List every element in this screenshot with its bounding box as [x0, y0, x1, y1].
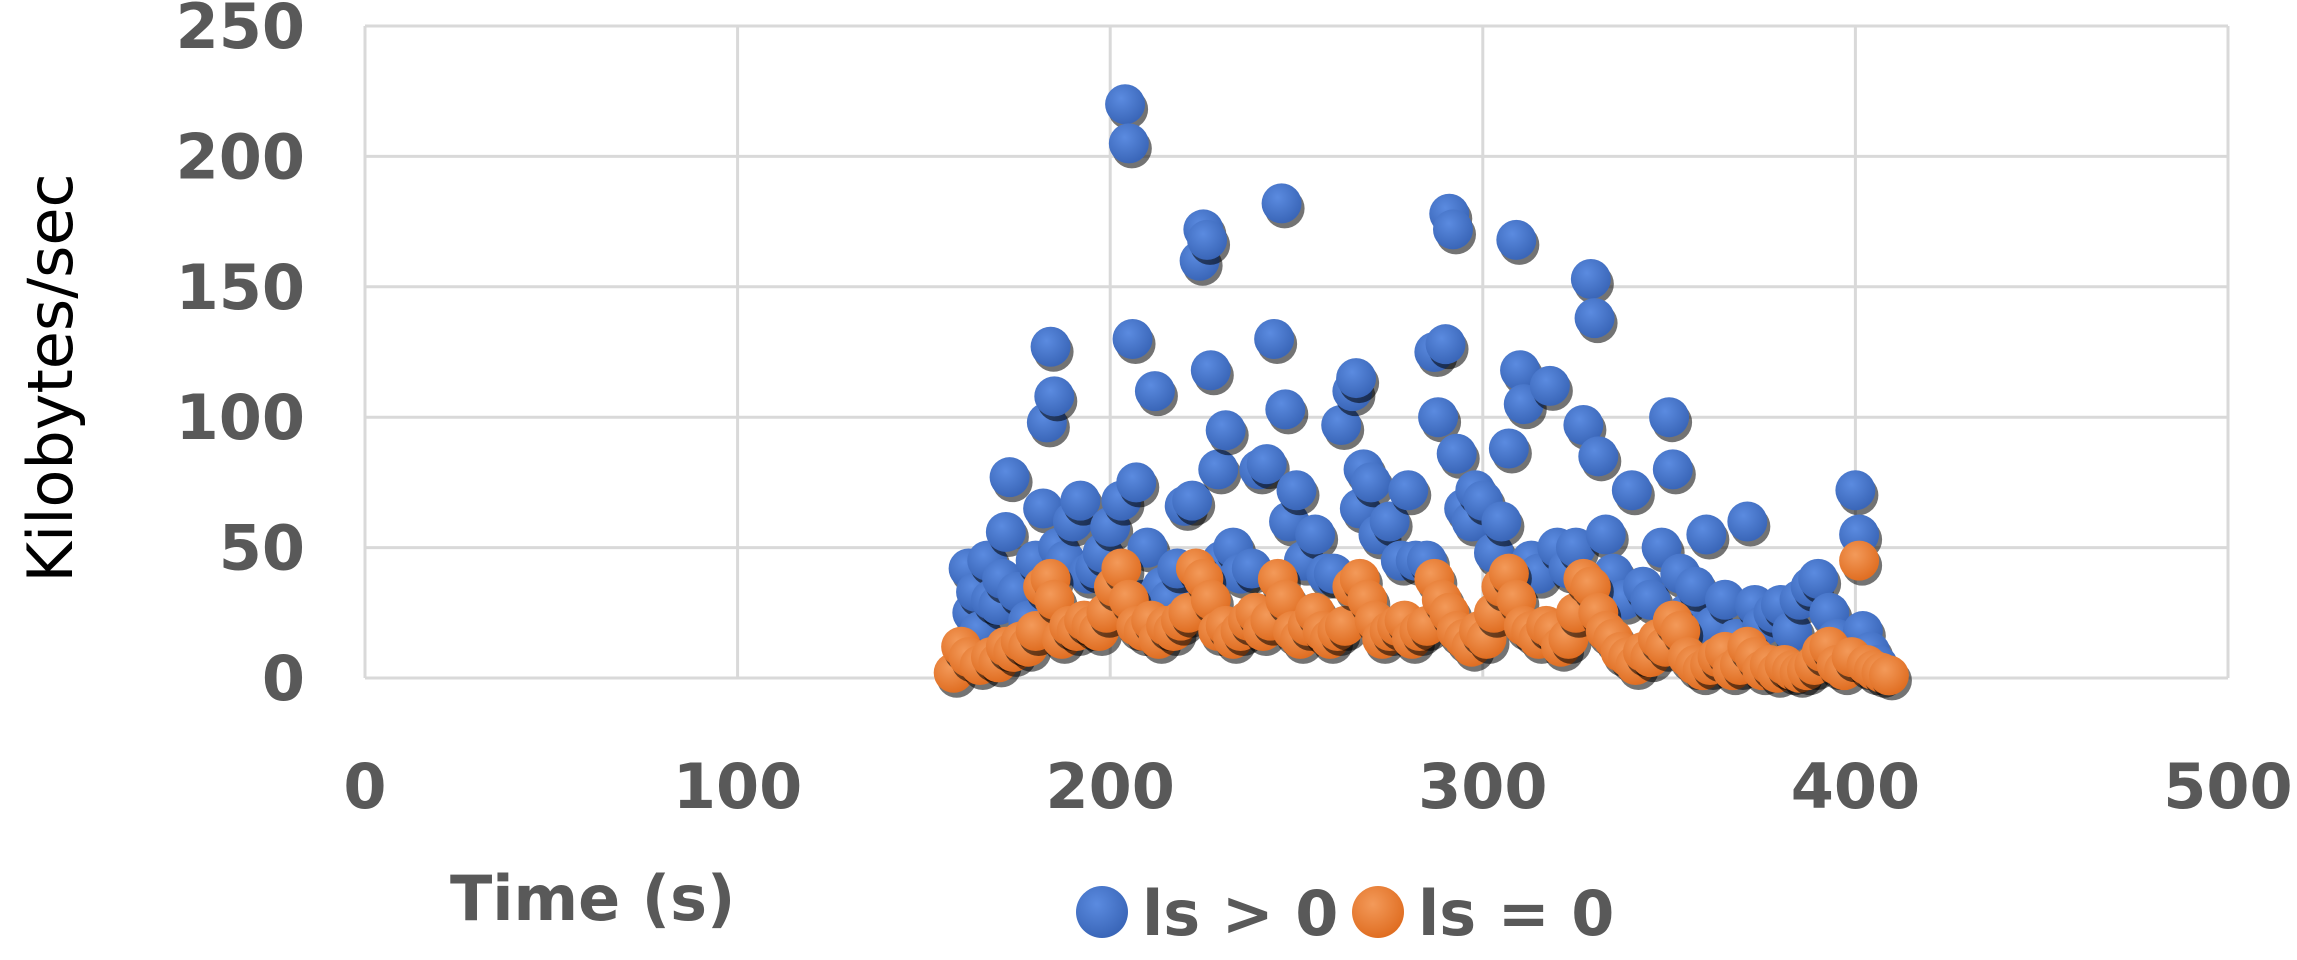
- point-ls-gt-0-44: [1205, 410, 1246, 451]
- point-ls-gt-0-27: [1108, 123, 1149, 164]
- legend-label-ls-eq-0: ls = 0: [1418, 877, 1614, 950]
- point-ls-gt-0-41: [1190, 350, 1231, 391]
- x-axis-title: Time (s): [450, 862, 735, 935]
- point-ls-gt-0-111: [1704, 579, 1745, 620]
- point-ls-gt-0-68: [1388, 470, 1429, 511]
- point-ls-gt-0-20: [1060, 480, 1101, 521]
- point-ls-gt-0-100: [1611, 470, 1652, 511]
- point-ls-eq-0-125: [1868, 655, 1909, 696]
- point-ls-gt-0-108: [1675, 566, 1716, 607]
- point-ls-gt-0-125: [1835, 470, 1876, 511]
- point-ls-gt-0-113: [1727, 501, 1768, 542]
- point-ls-gt-0-76: [1436, 433, 1477, 474]
- x-axis-ticks: 0 100 200 300 400 500: [343, 750, 2292, 823]
- point-ls-gt-0-121: [1798, 558, 1839, 599]
- point-ls-gt-0-32: [1134, 371, 1175, 412]
- point-ls-gt-0-64: [1351, 462, 1392, 503]
- legend-swatch-ls-eq-0: [1352, 886, 1404, 938]
- point-ls-gt-0-42: [1198, 449, 1239, 490]
- legend-label-ls-gt-0: ls > 0: [1142, 877, 1338, 950]
- point-ls-gt-0-50: [1254, 318, 1295, 359]
- y-tick-label-50: 50: [219, 512, 305, 585]
- point-ls-eq-0-121: [1839, 540, 1880, 581]
- point-ls-gt-0-104: [1649, 397, 1690, 438]
- x-tick-label-200: 200: [1045, 750, 1174, 823]
- point-ls-gt-0-61: [1336, 358, 1377, 399]
- point-ls-gt-0-9: [989, 457, 1030, 498]
- x-tick-label-0: 0: [343, 750, 386, 823]
- y-tick-label-200: 200: [176, 120, 305, 193]
- point-ls-gt-0-15: [1030, 326, 1071, 367]
- point-ls-gt-0-26: [1105, 84, 1146, 125]
- point-ls-gt-0-28: [1112, 318, 1153, 359]
- x-tick-label-500: 500: [2163, 750, 2292, 823]
- point-ls-gt-0-54: [1276, 470, 1317, 511]
- point-ls-gt-0-75: [1432, 209, 1473, 250]
- point-ls-gt-0-40: [1187, 219, 1228, 260]
- point-ls-eq-0-44: [1265, 579, 1306, 620]
- point-ls-gt-0-92: [1555, 527, 1596, 568]
- point-ls-gt-0-109: [1686, 514, 1727, 555]
- point-ls-gt-0-96: [1578, 436, 1619, 477]
- legend-swatch-ls-gt-0: [1076, 886, 1128, 938]
- point-ls-gt-0-51: [1261, 183, 1302, 224]
- y-axis-ticks: 0 50 100 150 200 250: [176, 0, 305, 715]
- point-ls-gt-0-16: [1034, 376, 1075, 417]
- point-ls-gt-0-72: [1418, 397, 1459, 438]
- point-ls-gt-0-8: [985, 511, 1026, 552]
- point-ls-gt-0-37: [1172, 480, 1213, 521]
- point-ls-eq-0-22: [1101, 548, 1142, 589]
- point-ls-gt-0-52: [1265, 389, 1306, 430]
- legend: ls > 0 ls = 0: [1076, 877, 1614, 950]
- y-tick-label-250: 250: [176, 0, 305, 63]
- point-ls-gt-0-29: [1116, 462, 1157, 503]
- point-ls-gt-0-85: [1500, 350, 1541, 391]
- point-ls-gt-0-84: [1496, 219, 1537, 260]
- point-ls-gt-0-94: [1570, 258, 1611, 299]
- point-ls-gt-0-82: [1481, 501, 1522, 542]
- point-ls-gt-0-89: [1529, 365, 1570, 406]
- point-ls-gt-0-95: [1574, 298, 1615, 339]
- x-tick-label-300: 300: [1418, 750, 1547, 823]
- x-tick-label-100: 100: [673, 750, 802, 823]
- point-ls-gt-0-83: [1488, 428, 1529, 469]
- y-tick-label-100: 100: [176, 381, 305, 454]
- series-ls-eq-0: [933, 540, 1912, 701]
- point-ls-gt-0-66: [1369, 501, 1410, 542]
- point-ls-gt-0-73: [1425, 324, 1466, 365]
- point-ls-gt-0-97: [1585, 514, 1626, 555]
- y-axis-title: Kilobytes/sec: [14, 173, 87, 582]
- point-ls-gt-0-13: [1023, 488, 1064, 529]
- x-tick-label-400: 400: [1791, 750, 1920, 823]
- y-tick-label-150: 150: [176, 251, 305, 324]
- y-tick-label-0: 0: [262, 642, 305, 715]
- point-ls-gt-0-93: [1563, 405, 1604, 446]
- point-ls-gt-0-56: [1295, 514, 1336, 555]
- point-ls-gt-0-105: [1652, 449, 1693, 490]
- point-ls-gt-0-49: [1246, 444, 1287, 485]
